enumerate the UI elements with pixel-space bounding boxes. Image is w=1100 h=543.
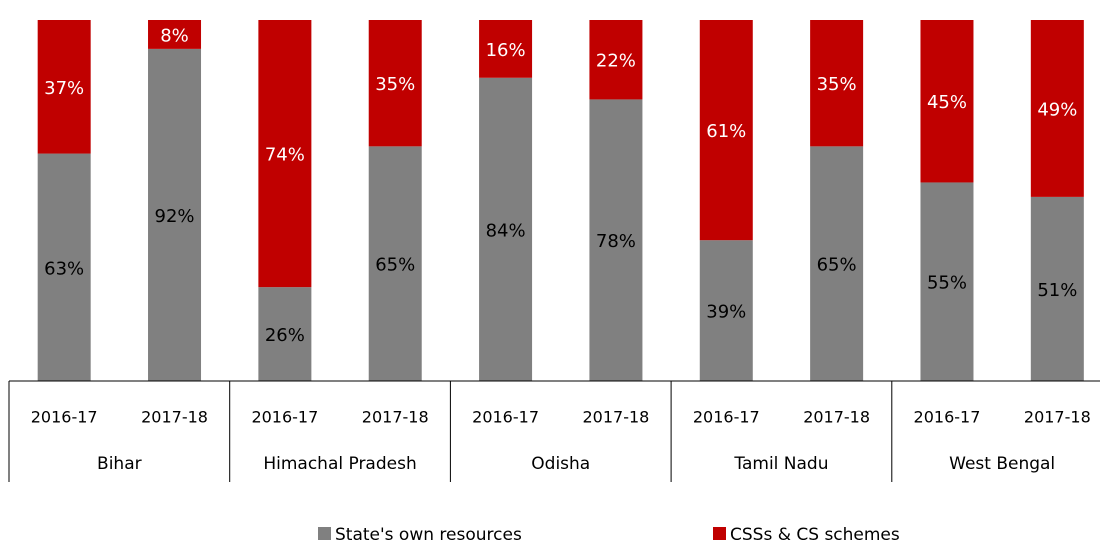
- legend-swatch: [713, 527, 726, 540]
- x-tick-label: 2016-17: [914, 408, 981, 427]
- bar-segment: [368, 20, 422, 147]
- group-label: West Bengal: [949, 454, 1055, 474]
- value-label: 49%: [1037, 99, 1077, 120]
- value-label: 51%: [1037, 280, 1077, 301]
- legend-label: CSSs & CS schemes: [730, 525, 900, 543]
- value-label: 92%: [155, 206, 195, 227]
- group-label: Odisha: [531, 454, 590, 474]
- bar-segment: [37, 20, 91, 154]
- x-tick-label: 2017-18: [582, 408, 649, 427]
- x-tick-label: 2017-18: [362, 408, 429, 427]
- bar-segment: [479, 77, 533, 381]
- value-label: 61%: [706, 121, 746, 142]
- bar-segment: [37, 153, 91, 381]
- bar-segment: [258, 20, 312, 288]
- value-label: 74%: [265, 145, 305, 166]
- bar-segment: [148, 20, 202, 49]
- x-tick-label: 2017-18: [141, 408, 208, 427]
- legend-swatch: [318, 527, 331, 540]
- value-label: 16%: [486, 40, 526, 61]
- bar-segment: [1030, 196, 1084, 381]
- value-label: 39%: [706, 302, 746, 323]
- value-label: 78%: [596, 231, 636, 252]
- legend-label: State's own resources: [335, 525, 522, 543]
- bar-segment: [589, 20, 643, 100]
- bar-segment: [699, 20, 753, 241]
- bar-segment: [368, 146, 422, 381]
- value-label: 8%: [160, 25, 189, 46]
- bar-segment: [148, 48, 202, 381]
- value-label: 45%: [927, 92, 967, 113]
- value-label: 35%: [375, 74, 415, 95]
- x-tick-label: 2017-18: [1024, 408, 1091, 427]
- value-label: 37%: [44, 78, 84, 99]
- bar-segment: [810, 146, 864, 381]
- bar-segment: [699, 240, 753, 381]
- value-label: 84%: [486, 220, 526, 241]
- bar-segment: [810, 20, 864, 147]
- group-label: Himachal Pradesh: [263, 454, 416, 474]
- group-label: Bihar: [97, 454, 142, 474]
- value-label: 55%: [927, 273, 967, 294]
- value-label: 63%: [44, 258, 84, 279]
- x-tick-label: 2016-17: [251, 408, 318, 427]
- value-label: 35%: [817, 74, 857, 95]
- group-label: Tamil Nadu: [733, 454, 828, 474]
- bar-segment: [258, 287, 312, 381]
- value-label: 22%: [596, 51, 636, 72]
- bar-segment: [920, 182, 974, 381]
- bar-segment: [589, 99, 643, 382]
- x-tick-label: 2016-17: [472, 408, 539, 427]
- bar-segment: [1030, 20, 1084, 197]
- bar-segment: [479, 20, 533, 78]
- value-label: 65%: [375, 255, 415, 276]
- value-label: 65%: [817, 255, 857, 276]
- x-tick-label: 2017-18: [803, 408, 870, 427]
- bar-segment: [920, 20, 974, 183]
- x-tick-label: 2016-17: [31, 408, 98, 427]
- x-tick-label: 2016-17: [693, 408, 760, 427]
- value-label: 26%: [265, 325, 305, 346]
